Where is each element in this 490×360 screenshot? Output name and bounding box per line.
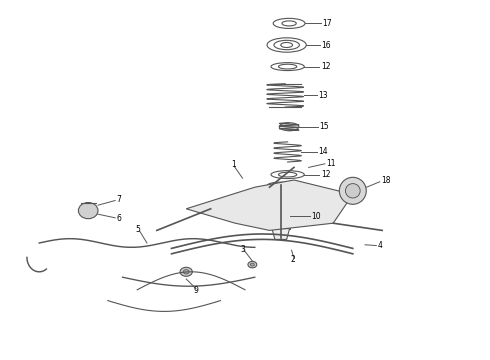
Text: 10: 10 [312, 212, 321, 220]
Text: 13: 13 [318, 91, 328, 100]
Text: 9: 9 [194, 286, 198, 295]
Ellipse shape [339, 177, 366, 204]
Text: 14: 14 [318, 148, 328, 157]
Ellipse shape [248, 261, 257, 268]
Text: 1: 1 [231, 161, 236, 170]
Text: 12: 12 [321, 170, 330, 179]
Text: 3: 3 [240, 245, 245, 253]
Text: 17: 17 [322, 19, 332, 28]
Ellipse shape [180, 267, 192, 276]
Text: 5: 5 [136, 225, 141, 234]
Text: 4: 4 [378, 241, 383, 250]
Ellipse shape [345, 184, 360, 198]
Text: 6: 6 [117, 214, 122, 223]
Text: 15: 15 [319, 122, 329, 131]
Ellipse shape [267, 182, 294, 189]
Text: 2: 2 [291, 256, 295, 264]
Text: 11: 11 [326, 159, 336, 168]
Text: 16: 16 [321, 41, 331, 50]
Text: 7: 7 [117, 195, 122, 204]
Polygon shape [272, 229, 290, 239]
Ellipse shape [78, 202, 98, 219]
Ellipse shape [250, 263, 254, 266]
Text: 12: 12 [321, 62, 330, 71]
Text: 18: 18 [381, 176, 390, 185]
Ellipse shape [183, 270, 189, 274]
Bar [272, 207, 290, 229]
Polygon shape [186, 180, 353, 230]
